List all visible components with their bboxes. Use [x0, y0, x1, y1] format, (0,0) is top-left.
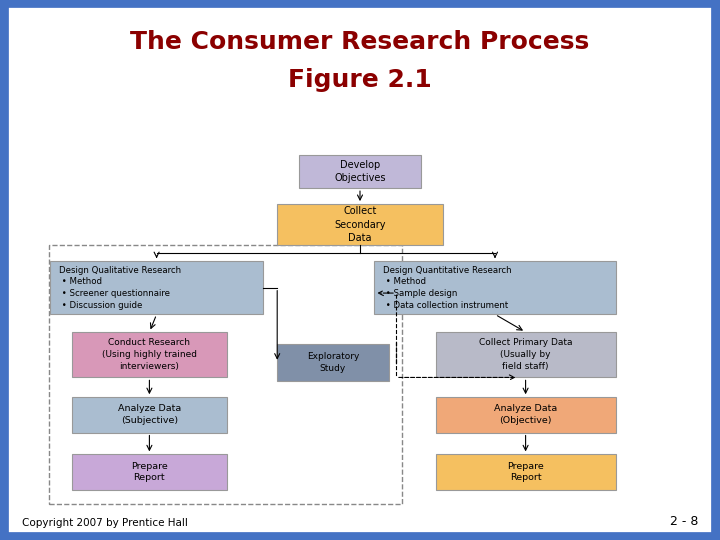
Bar: [49, 245, 402, 504]
Text: Prepare
Report: Prepare Report: [131, 462, 168, 482]
Bar: [72, 397, 227, 433]
Text: Exploratory
Study: Exploratory Study: [307, 352, 359, 373]
Text: Figure 2.1: Figure 2.1: [288, 68, 432, 91]
Text: Design Qualitative Research
 • Method
 • Screener questionnaire
 • Discussion gu: Design Qualitative Research • Method • S…: [59, 266, 181, 310]
Bar: [436, 397, 616, 433]
Text: Collect
Secondary
Data: Collect Secondary Data: [334, 206, 386, 243]
Bar: [72, 454, 227, 490]
Text: Prepare
Report: Prepare Report: [507, 462, 544, 482]
Text: Design Quantitative Research
 • Method
 • Sample design
 • Data collection instr: Design Quantitative Research • Method • …: [383, 266, 512, 310]
Text: 2 - 8: 2 - 8: [670, 515, 698, 528]
Text: Analyze Data
(Objective): Analyze Data (Objective): [494, 404, 557, 426]
Text: The Consumer Research Process: The Consumer Research Process: [130, 30, 590, 53]
Text: Analyze Data
(Subjective): Analyze Data (Subjective): [118, 404, 181, 426]
Bar: [50, 261, 263, 314]
Bar: [277, 204, 443, 245]
Text: Copyright 2007 by Prentice Hall: Copyright 2007 by Prentice Hall: [22, 518, 187, 528]
Bar: [72, 332, 227, 377]
Text: Develop
Objectives: Develop Objectives: [334, 160, 386, 183]
Bar: [277, 344, 389, 381]
Text: Collect Primary Data
(Usually by
field staff): Collect Primary Data (Usually by field s…: [479, 339, 572, 371]
Bar: [374, 261, 616, 314]
Text: Conduct Research
(Using highly trained
interviewers): Conduct Research (Using highly trained i…: [102, 339, 197, 371]
Bar: [436, 332, 616, 377]
Bar: [436, 454, 616, 490]
Bar: [299, 154, 421, 188]
